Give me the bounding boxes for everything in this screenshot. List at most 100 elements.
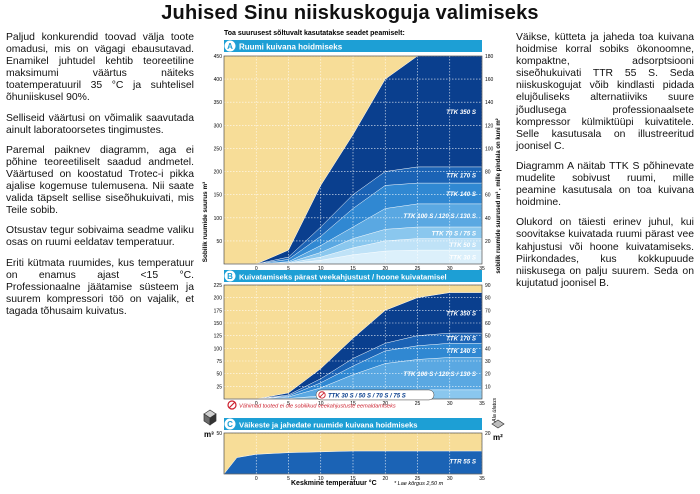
right-paragraph: Olukord on täiesti erinev juhul, kui soo… (516, 217, 694, 289)
series-label-pill (315, 389, 435, 401)
chart-c: C Väikeste ja jahedate ruumide kuivana h… (216, 418, 491, 482)
warning-icon (318, 391, 326, 399)
y2-tick-label: 60 (485, 193, 491, 199)
series-label: TTK 100 S / 120 S / 130 S (403, 213, 476, 220)
y-tick-label: 450 (214, 54, 223, 60)
y-axis-right-label: sobilik ruumide suurused m³ , mille pind… (495, 118, 502, 273)
chart-b-band (224, 270, 482, 282)
chart-b-badge-letter: B (227, 272, 233, 281)
y2-tick-label: 50 (485, 334, 491, 340)
y-tick-label: 125 (214, 334, 223, 340)
x-tick-label: 0 (255, 476, 258, 482)
x-tick-label: 20 (382, 476, 388, 482)
chart-b: B Kuivatamiseks pärast veekahjustust / h… (214, 270, 491, 410)
y2-tick-label: 160 (485, 77, 494, 83)
y-tick-label: 100 (214, 346, 223, 352)
left-paragraph: Selliseid väärtusi on võimalik saavutada… (6, 112, 194, 136)
left-text-column: Paljud konkurendid toovad välja toote om… (6, 32, 194, 326)
y-tick-label: 175 (214, 308, 223, 314)
chart-b-badge (224, 270, 236, 282)
series-label: TTK 30 S (450, 255, 477, 262)
x-tick-label: 35 (479, 401, 485, 407)
x-tick-label: 15 (350, 401, 356, 407)
series-label: TTK 140 S (446, 191, 477, 198)
y-tick-label: 350 (214, 100, 223, 106)
y-tick-label: 200 (214, 170, 223, 176)
series-label: TTR 55 S (450, 459, 477, 466)
chart-b-plot: 2550751001251501752002251020304050607080… (214, 283, 491, 407)
warning-icon-slash (228, 401, 236, 409)
warning-icon (227, 400, 237, 410)
left-paragraph: Otsustav tegur sobivaima seadme valiku o… (6, 225, 194, 249)
y2-tick-label: 40 (485, 346, 491, 352)
y2-tick-label: 70 (485, 308, 491, 314)
square-icon (491, 419, 505, 429)
y2-tick-label: 20 (485, 431, 491, 437)
y2-tick-label: 30 (485, 359, 491, 365)
y2-tick-label: 140 (485, 100, 494, 106)
m3-label-left: m³ (204, 430, 214, 439)
chart-c-plot: 50 20 0 5 10 15 20 25 30 35 TTR 55 S (216, 431, 490, 482)
y2-tick-label: 100 (485, 146, 494, 152)
chart-a-plot: 5010015020025030035040045020406080100120… (214, 54, 494, 272)
x-tick-label: 20 (382, 401, 388, 407)
y2-tick-label: 80 (485, 296, 491, 302)
x-tick-label: 35 (479, 476, 485, 482)
y2-tick-label: 90 (485, 283, 491, 289)
series-label: TTK 50 S (450, 242, 477, 249)
plot-frame (223, 432, 483, 475)
chart-a: A Ruumi kuivana hoidmiseks 5010015020025… (214, 40, 494, 272)
x-tick-label: 10 (318, 266, 324, 272)
y2-tick-label: 10 (485, 384, 491, 390)
x-tick-label: 10 (318, 476, 324, 482)
y-tick-label: 300 (214, 123, 223, 129)
y-tick-label: 75 (216, 359, 222, 365)
left-paragraph: Paremal paiknev diagramm, aga ei põhine … (6, 144, 194, 217)
y-axis-left-label: Sobilik ruumide suurus m³ (202, 182, 209, 263)
y-tick-label: 150 (214, 321, 223, 327)
x-axis-label: Keskmine temperatuur °C (291, 479, 377, 487)
chart-c-badge-letter: C (227, 420, 233, 429)
x-tick-label: 30 (447, 476, 453, 482)
x-tick-label: 30 (447, 401, 453, 407)
warning-icon-slash (319, 392, 325, 398)
series-label: TTK 350 S (446, 109, 477, 116)
x-tick-label: 15 (350, 266, 356, 272)
chart-b-warning: Vähimad tooted ei ole sobilikud veekahju… (239, 404, 396, 410)
chart-a-badge (224, 40, 236, 52)
x-tick-label: 5 (287, 266, 290, 272)
y2-tick-label: 60 (485, 321, 491, 327)
series-label: TTK 70 S / 75 S (432, 230, 477, 237)
y-tick-label: 50 (216, 239, 222, 245)
left-paragraph: Paljud konkurendid toovad välja toote om… (6, 32, 194, 104)
y-tick-label: 250 (214, 146, 223, 152)
x-tick-label: 0 (255, 401, 258, 407)
series-label: TTK 170 S (446, 173, 477, 180)
page-title: Juhised Sinu niiskuskoguja valimiseks (161, 2, 539, 24)
chart-figure: Toa suurusest sõltuvalt kasutatakse sead… (202, 30, 505, 487)
footnote-approx: Ala ülatus (492, 398, 498, 423)
y-tick-label: 400 (214, 77, 223, 83)
y-tick-label: 225 (214, 283, 223, 289)
y-tick-label: 150 (214, 193, 223, 199)
series-label: TTK 30 S / 50 S / 70 S / 75 S (328, 393, 406, 399)
chart-c-title: Väikeste ja jahedate ruumide kuivana hoi… (239, 421, 418, 430)
x-tick-label: 5 (287, 476, 290, 482)
x-tick-label: 0 (255, 266, 258, 272)
x-tick-label: 20 (382, 266, 388, 272)
chart-c-band (224, 418, 482, 430)
chart-a-badge-letter: A (227, 42, 233, 51)
series-label: TTK 170 S (446, 336, 477, 343)
y2-tick-label: 20 (485, 372, 491, 378)
right-text-column: Väikse, kütteta ja jaheda toa kuivana ho… (516, 32, 694, 298)
series-label: TTK 350 S (446, 310, 477, 317)
x-tick-label: 5 (287, 401, 290, 407)
y2-tick-label: 180 (485, 54, 494, 60)
y2-tick-label: 20 (485, 239, 491, 245)
plot-frame (223, 55, 483, 265)
y-tick-label: 50 (216, 372, 222, 378)
chart-b-title: Kuivatamiseks pärast veekahjustust / hoo… (239, 273, 447, 282)
right-paragraph: Väikse, kütteta ja jaheda toa kuivana ho… (516, 32, 694, 152)
chart-a-title: Ruumi kuivana hoidmiseks (239, 43, 343, 52)
y-tick-label: 25 (216, 384, 222, 390)
